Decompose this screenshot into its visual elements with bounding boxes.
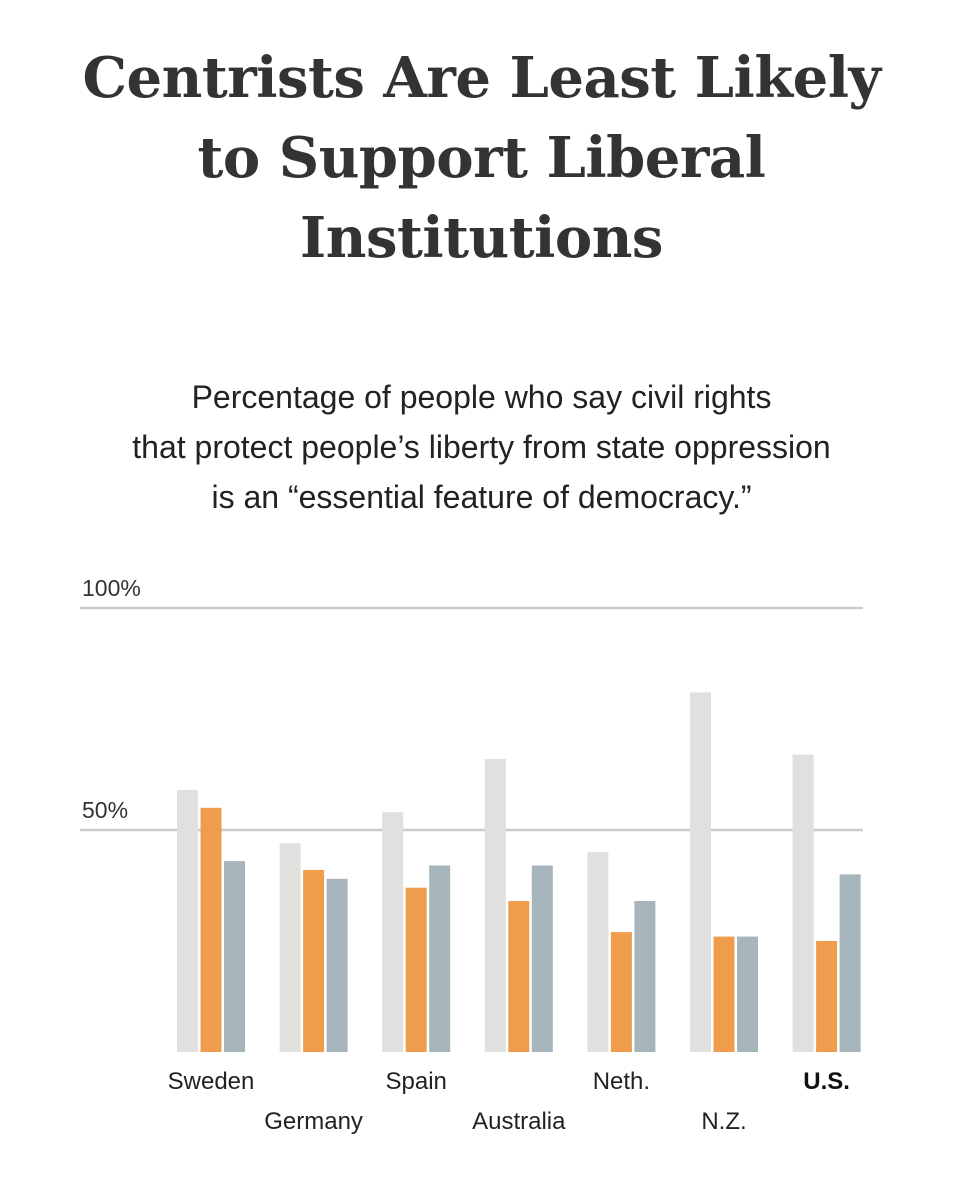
bar-us-series-2 — [816, 941, 838, 1052]
bar-neth-series-1 — [587, 852, 609, 1052]
bar-australia-series-1 — [484, 758, 506, 1052]
bar-germany-series-3 — [326, 878, 348, 1052]
bar-us-series-3 — [839, 874, 861, 1052]
y-tick-label: 100% — [82, 575, 141, 601]
bar-australia-series-3 — [531, 865, 553, 1052]
title-line-1: Centrists Are Least Likely — [82, 45, 881, 111]
category-label-germany: Germany — [264, 1108, 363, 1135]
bars — [177, 692, 861, 1052]
bar-spain-series-1 — [382, 812, 404, 1052]
chart-subtitle: Percentage of people who say civil right… — [0, 372, 963, 522]
bar-australia-series-2 — [508, 901, 530, 1052]
bar-chart: 100% 50% Sweden Germany Spain Australia Neth.… — [80, 575, 863, 1135]
subtitle-line-1: Percentage of people who say civil right… — [191, 379, 772, 415]
category-label-australia: Australia — [472, 1108, 566, 1135]
bar-sweden-series-1 — [177, 790, 198, 1052]
bar-nz-series-3 — [737, 936, 758, 1052]
bar-spain-series-2 — [405, 887, 427, 1052]
category-label-neth: Neth. — [593, 1068, 650, 1095]
bar-sweden-series-3 — [224, 861, 245, 1052]
category-label-sweden: Sweden — [168, 1068, 255, 1095]
title-line-2: to Support Liberal — [197, 125, 766, 191]
category-labels: Sweden Germany Spain Australia Neth. N.Z. U.S. — [168, 1068, 850, 1135]
bar-germany-series-1 — [279, 843, 301, 1052]
bar-neth-series-3 — [634, 901, 656, 1052]
category-label-us: U.S. — [803, 1068, 850, 1095]
bar-nz-series-1 — [690, 692, 711, 1052]
bar-spain-series-3 — [429, 865, 451, 1052]
title-line-3: Institutions — [300, 205, 663, 271]
bar-us-series-1 — [792, 754, 814, 1052]
chart-title: Centrists Are Least Likely to Support Li… — [0, 38, 963, 278]
bar-sweden-series-2 — [200, 807, 222, 1052]
category-label-spain: Spain — [386, 1068, 447, 1095]
bar-nz-series-2 — [713, 936, 735, 1052]
y-tick-label: 50% — [82, 797, 128, 823]
subtitle-line-3: is an “essential feature of democracy.” — [211, 479, 752, 515]
subtitle-line-2: that protect people’s liberty from state… — [132, 429, 831, 465]
category-label-nz: N.Z. — [701, 1108, 746, 1135]
bar-germany-series-2 — [303, 869, 325, 1052]
bar-neth-series-2 — [610, 932, 632, 1052]
